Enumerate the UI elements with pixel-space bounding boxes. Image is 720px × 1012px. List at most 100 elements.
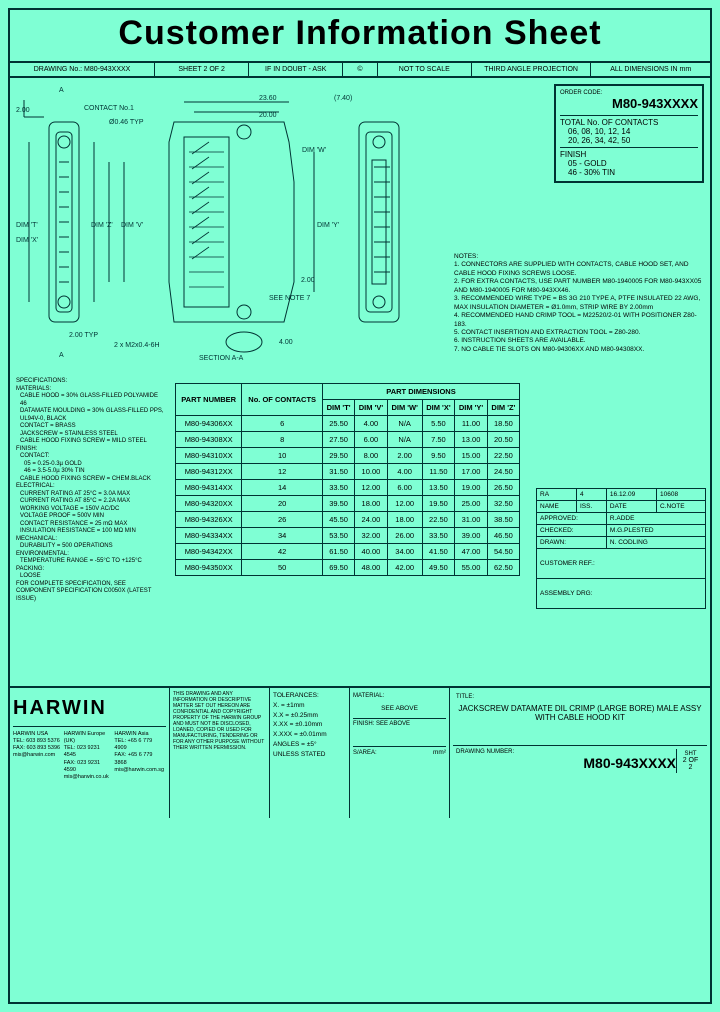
table-cell: 4.00 <box>355 416 388 432</box>
table-cell: 49.50 <box>422 560 455 576</box>
table-cell: 32.50 <box>487 496 519 512</box>
specs-finish: FINISH: <box>16 446 166 454</box>
tol6: UNLESS STATED <box>273 750 346 760</box>
table-cell: 13.50 <box>422 480 455 496</box>
table-cell: M80-94334XX <box>176 528 242 544</box>
table-row: M80-94342XX4261.5040.0034.0041.5047.0054… <box>176 544 520 560</box>
svg-text:CONTACT No.1: CONTACT No.1 <box>84 105 134 112</box>
table-cell: M80-94314XX <box>176 480 242 496</box>
table-row: M80-94334XX3453.5032.0026.0033.5039.0046… <box>176 528 520 544</box>
approved-label: APPROVED: <box>537 513 607 525</box>
table-cell: 54.50 <box>487 544 519 560</box>
note-2: 2. FOR EXTRA CONTACTS, USE PART NUMBER M… <box>454 278 704 295</box>
spec-e4: VOLTAGE PROOF = 500V MIN <box>16 513 166 521</box>
svg-text:DIM 'Y': DIM 'Y' <box>317 222 339 229</box>
specifications: SPECIFICATIONS: MATERIALS: CABLE HOOD = … <box>16 378 166 603</box>
table-cell: 42.00 <box>387 560 422 576</box>
rev-cnote: 10608 <box>657 489 706 501</box>
table-cell: N/A <box>387 416 422 432</box>
spec-me1: DURABILITY = 500 OPERATIONS <box>16 543 166 551</box>
spec-m4: JACKSCREW = STAINLESS STEEL <box>16 431 166 439</box>
dim-tbody: M80-94306XX625.504.00N/A5.5011.0018.50M8… <box>176 416 520 576</box>
th-dim-col: DIM 'W' <box>387 400 422 416</box>
spec-f0: CONTACT: <box>16 453 166 461</box>
th-dim-col: DIM 'T' <box>323 400 355 416</box>
table-cell: M80-94326XX <box>176 512 242 528</box>
table-cell: 12 <box>242 464 323 480</box>
table-cell: 20 <box>242 496 323 512</box>
svg-text:4.00: 4.00 <box>279 339 293 346</box>
tol4: X.XXX = ±0.01mm <box>273 730 346 740</box>
table-row: M80-94310XX1029.508.002.009.5015.0022.50 <box>176 448 520 464</box>
table-cell: M80-94342XX <box>176 544 242 560</box>
checked-label: CHECKED: <box>537 525 607 537</box>
contact-asia: HARWIN Asia TEL: +65 6 779 4909 FAX: +65… <box>114 731 166 781</box>
spec-m3: CONTACT = BRASS <box>16 423 166 431</box>
table-cell: N/A <box>387 432 422 448</box>
rev-h-iss: ISS. <box>576 501 606 513</box>
svg-text:A: A <box>59 352 64 359</box>
area-label: S/AREA: <box>353 750 377 756</box>
note-6: 6. INSTRUCTION SHEETS ARE AVAILABLE. <box>454 337 704 345</box>
th-dims: PART DIMENSIONS <box>323 384 520 400</box>
assembly-drg: ASSEMBLY DRG: <box>537 579 706 609</box>
material-column: MATERIAL: SEE ABOVE FINISH: SEE ABOVE S/… <box>350 688 450 818</box>
note-1: 1. CONNECTORS ARE SUPPLIED WITH CONTACTS… <box>454 261 704 278</box>
note-3: 3. RECOMMENDED WIRE TYPE = BS 3G 210 TYP… <box>454 295 704 312</box>
spec-f2: 46 = 3.5-5.0µ 30% TIN <box>16 468 166 476</box>
table-cell: 20.50 <box>487 432 519 448</box>
table-cell: 31.00 <box>455 512 488 528</box>
table-cell: 42 <box>242 544 323 560</box>
svg-text:A: A <box>59 87 64 94</box>
table-cell: 8 <box>242 432 323 448</box>
sht-val: 2 OF 2 <box>681 757 700 771</box>
specs-pack: PACKING: <box>16 566 166 574</box>
table-cell: 24.50 <box>487 464 519 480</box>
table-cell: 22.50 <box>422 512 455 528</box>
mat-val: SEE ABOVE <box>353 699 446 712</box>
spec-e6: INSULATION RESISTANCE = 100 MΩ MIN <box>16 528 166 536</box>
note-4: 4. RECOMMENDED HAND CRIMP TOOL = M22520/… <box>454 312 704 329</box>
page-title: Customer Information Sheet <box>10 10 710 63</box>
table-cell: 4.00 <box>387 464 422 480</box>
svg-text:2 x M2x0.4-6H: 2 x M2x0.4-6H <box>114 342 160 349</box>
disclaimer: THIS DRAWING AND ANY INFORMATION OR DESC… <box>170 688 270 818</box>
table-cell: 26 <box>242 512 323 528</box>
table-cell: 6 <box>242 416 323 432</box>
drawing-title: JACKSCREW DATAMATE DIL CRIMP (LARGE BORE… <box>456 700 704 722</box>
scale: NOT TO SCALE <box>378 63 472 76</box>
table-cell: 18.50 <box>487 416 519 432</box>
main-area: A CONTACT No.1 2.00 23.60 20.00 (7.40) Ø… <box>10 78 710 688</box>
table-cell: 53.50 <box>323 528 355 544</box>
order-code-box: ORDER CODE: M80-943XXXX TOTAL No. OF CON… <box>554 84 704 183</box>
tol-label: TOLERANCES: <box>273 691 346 701</box>
table-cell: 19.50 <box>422 496 455 512</box>
table-row: M80-94320XX2039.5018.0012.0019.5025.0032… <box>176 496 520 512</box>
svg-text:23.60: 23.60 <box>259 95 277 102</box>
copyright: © <box>343 63 378 76</box>
spec-en1: TEMPERATURE RANGE = -55°C TO +125°C <box>16 558 166 566</box>
th-part: PART NUMBER <box>176 384 242 416</box>
table-cell: 69.50 <box>323 560 355 576</box>
svg-text:DIM 'W': DIM 'W' <box>302 147 326 154</box>
svg-text:DIM 'V': DIM 'V' <box>121 222 143 229</box>
company-logo: HARWIN <box>13 691 166 727</box>
specs-electrical: ELECTRICAL: <box>16 483 166 491</box>
svg-text:DIM 'X': DIM 'X' <box>16 237 38 244</box>
specs-mechanical: MECHANICAL: <box>16 536 166 544</box>
table-cell: 61.50 <box>323 544 355 560</box>
rev-h-cnote: C.NOTE <box>657 501 706 513</box>
table-cell: 45.50 <box>323 512 355 528</box>
specs-environmental: ENVIRONMENTAL: <box>16 551 166 559</box>
finish-values: 05 - GOLD 46 - 30% TIN <box>560 159 698 177</box>
table-cell: 55.00 <box>455 560 488 576</box>
table-cell: 10 <box>242 448 323 464</box>
spec-e2: CURRENT RATING AT 85°C = 2.2A MAX <box>16 498 166 506</box>
table-cell: 24.00 <box>355 512 388 528</box>
table-cell: 29.50 <box>323 448 355 464</box>
info-row: DRAWING No.: M80-943XXXX SHEET 2 OF 2 IF… <box>10 63 710 78</box>
fin-label: FINISH: SEE ABOVE <box>353 721 446 727</box>
table-cell: 38.50 <box>487 512 519 528</box>
svg-text:2.00 TYP: 2.00 TYP <box>69 332 98 339</box>
table-cell: 31.50 <box>323 464 355 480</box>
